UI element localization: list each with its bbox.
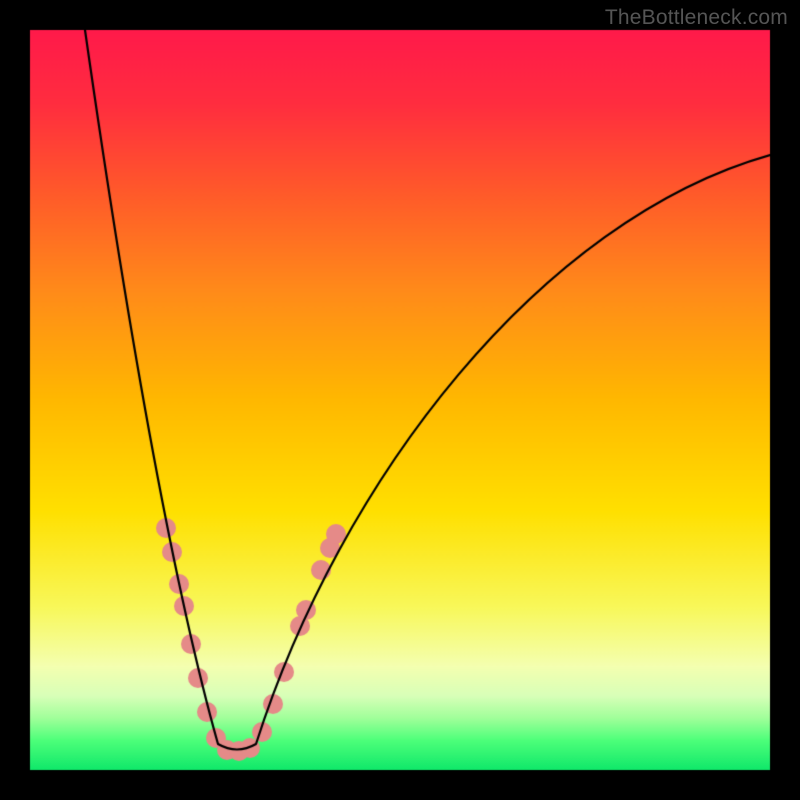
chart-canvas — [0, 0, 800, 800]
chart-stage: TheBottleneck.com — [0, 0, 800, 800]
